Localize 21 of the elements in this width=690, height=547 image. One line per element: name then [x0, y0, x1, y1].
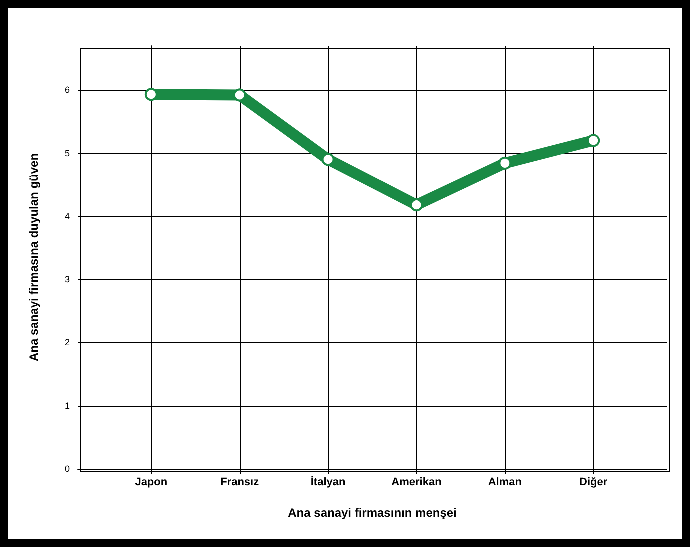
- point: [587, 134, 600, 148]
- x-tick-label: İtalyan: [310, 476, 346, 488]
- x-tick-label: Japon: [135, 476, 168, 488]
- point: [498, 156, 512, 170]
- y-axis-title: Ana sanayi firmasına duyulan güven: [27, 153, 41, 362]
- y-tick-label: 4: [64, 211, 70, 222]
- y-tick-label: 3: [64, 274, 70, 285]
- point: [144, 88, 158, 102]
- y-tick-label: 2: [64, 338, 70, 348]
- y-tick-label: 5: [64, 148, 70, 158]
- x-axis-title: Ana sanayi firmasının menşei: [288, 506, 457, 520]
- point: [410, 198, 424, 212]
- y-tick-label: 0: [64, 464, 70, 474]
- y-tick-label: 6: [64, 85, 70, 96]
- x-tick-label: Alman: [488, 476, 522, 488]
- x-tick-label: Fransız: [220, 476, 260, 488]
- y-tick-label: 1: [64, 400, 70, 411]
- x-tick-label: Diğer: [580, 476, 608, 488]
- x-tick-label: Amerikan: [392, 476, 442, 488]
- point: [322, 153, 335, 166]
- point: [233, 88, 246, 102]
